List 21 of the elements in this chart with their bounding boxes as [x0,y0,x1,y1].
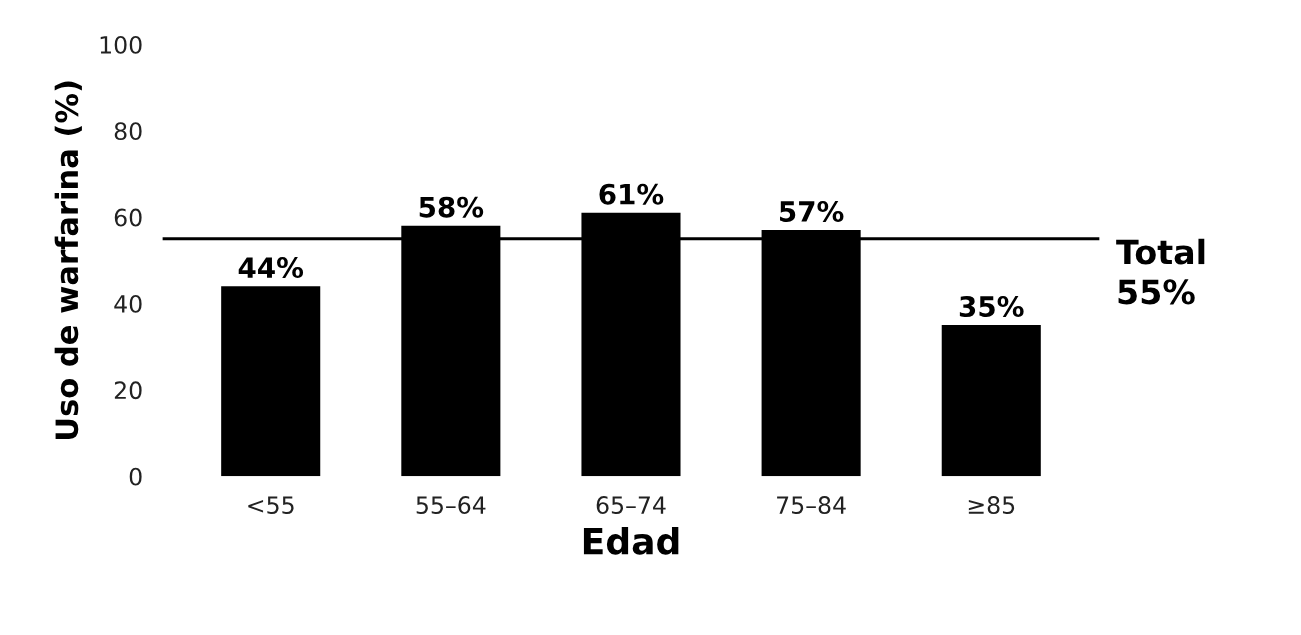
y-tick-label: 60 [114,208,142,227]
data-label: 57% [780,200,844,222]
y-tick-label: 0 [129,467,142,486]
bar [941,325,1041,477]
data-label: 35% [959,295,1024,317]
y-tick-label: 20 [114,381,142,400]
y-axis-title: Uso de warfarina (%) [54,81,82,439]
data-label: 58% [419,196,484,218]
x-axis-title: Edad [583,526,679,555]
x-tick-label: ≥85 [968,496,1015,514]
bar [221,286,321,477]
x-tick-label: <55 [248,496,294,514]
x-tick-label: 65–74 [596,496,666,514]
ref-line-label: Total 55% [1116,238,1205,305]
data-label: 44% [238,257,304,279]
y-tick-label: 40 [114,294,142,313]
y-tick-label: 100 [100,35,142,54]
y-tick-label: 80 [114,122,142,141]
x-tick-label: 75–84 [777,496,846,514]
x-tick-label: 55–64 [416,496,486,514]
data-label: 61% [599,183,664,205]
